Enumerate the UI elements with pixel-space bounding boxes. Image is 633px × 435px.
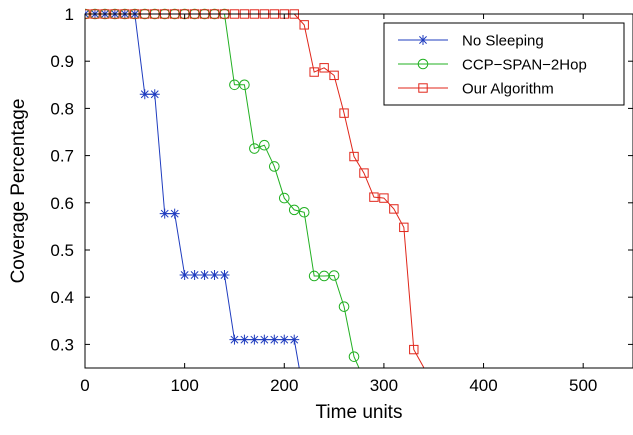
data-point — [279, 334, 290, 345]
data-point — [189, 270, 200, 281]
data-point — [409, 344, 419, 355]
y-tick-label: 0.3 — [50, 335, 74, 354]
y-tick-label: 0.5 — [50, 241, 74, 260]
legend-item-2: Our Algorithm — [398, 81, 554, 98]
data-point — [149, 89, 160, 100]
data-point — [259, 334, 270, 345]
data-point — [269, 334, 280, 345]
x-tick-label: 400 — [469, 376, 497, 395]
data-point — [349, 151, 359, 162]
y-tick-label: 0.8 — [50, 99, 74, 118]
data-point — [328, 270, 340, 281]
data-point — [269, 161, 280, 172]
data-point — [199, 270, 210, 281]
data-point — [249, 334, 260, 345]
data-point — [288, 204, 300, 216]
data-point — [299, 20, 309, 30]
x-axis-label: Time units — [316, 402, 403, 423]
y-tick-label: 1 — [65, 5, 74, 24]
x-tick-label: 200 — [270, 376, 298, 395]
legend-item-1: CCP−SPAN−2Hop — [398, 57, 587, 74]
data-point — [338, 301, 350, 312]
data-point — [229, 334, 240, 345]
y-tick-label: 0.4 — [50, 288, 74, 307]
ticks-layer: 0 100 200 300 400 500 0.3 0.4 0.5 0.6 0.7 0.8 0.9 1 — [50, 5, 633, 395]
x-tick-label: 100 — [170, 376, 198, 395]
data-point — [169, 208, 180, 219]
data-point — [278, 192, 290, 204]
y-tick-label: 0.6 — [50, 194, 74, 213]
series-layer — [85, 8, 425, 368]
series-2 — [85, 9, 425, 368]
data-point — [249, 143, 260, 154]
series-line-0 — [85, 13, 300, 368]
x-tick-label: 500 — [569, 376, 597, 395]
legend-marker — [417, 58, 429, 70]
data-point — [348, 351, 360, 362]
data-point — [209, 270, 220, 281]
data-point — [369, 192, 379, 202]
data-point — [159, 208, 170, 219]
legend-box — [383, 22, 625, 106]
data-point — [298, 206, 310, 218]
y-tick-label: 0.7 — [50, 147, 74, 166]
series-1 — [85, 8, 360, 368]
legend-label: CCP−SPAN−2Hop — [462, 57, 587, 74]
legend: No Sleeping CCP−SPAN−2Hop Our Algorithm — [383, 22, 625, 106]
legend-label: No Sleeping — [462, 33, 544, 50]
data-point — [219, 270, 230, 281]
data-point — [259, 139, 270, 151]
x-tick-label: 0 — [80, 376, 89, 395]
data-point — [339, 108, 349, 118]
data-point — [389, 204, 399, 214]
legend-item-0: No Sleeping — [398, 33, 544, 50]
series-line-2 — [85, 13, 425, 368]
data-point — [239, 79, 250, 91]
data-point — [289, 334, 300, 345]
series-0 — [85, 9, 300, 368]
data-point — [239, 334, 250, 345]
y-axis-label: Coverage Percentage — [8, 99, 29, 284]
data-point — [379, 193, 389, 203]
data-point — [399, 222, 409, 233]
data-point — [319, 63, 329, 73]
y-tick-label: 0.9 — [50, 52, 74, 71]
data-point — [139, 89, 150, 100]
x-tick-label: 300 — [370, 376, 398, 395]
legend-marker — [418, 83, 428, 93]
series-line-1 — [85, 13, 360, 368]
data-point — [309, 67, 319, 77]
data-point — [179, 270, 190, 281]
data-point — [329, 70, 339, 81]
data-point — [359, 168, 369, 178]
legend-marker — [418, 35, 428, 45]
axes-box — [84, 13, 633, 369]
legend-label: Our Algorithm — [462, 81, 554, 98]
